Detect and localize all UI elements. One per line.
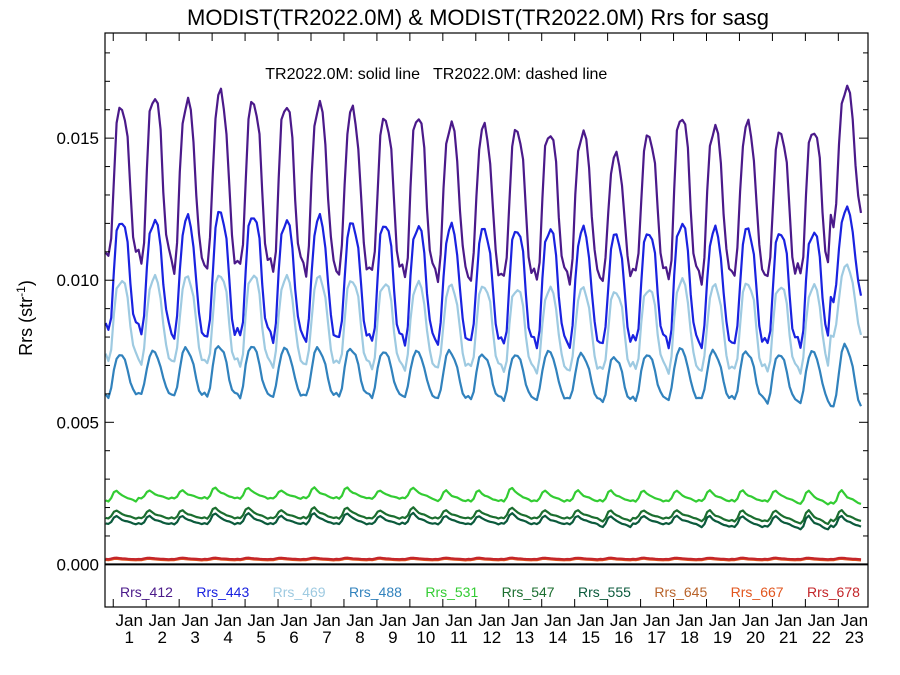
x-tick-month: Jan	[643, 611, 670, 630]
x-tick-year: 15	[581, 628, 600, 647]
x-tick-year: 14	[548, 628, 567, 647]
x-tick-year: 18	[680, 628, 699, 647]
x-tick-month: Jan	[148, 611, 175, 630]
legend: Rrs_412 Rrs_443 Rrs_469 Rrs_488 Rrs_531 Rrs_5…	[120, 584, 860, 600]
y-tick-label: 0.000	[56, 555, 99, 574]
x-tick-month: Jan	[742, 611, 769, 630]
x-tick-month: Jan	[116, 611, 143, 630]
series-line-rrs-547	[105, 506, 862, 526]
x-tick-year: 12	[482, 628, 501, 647]
x-tick-year: 6	[289, 628, 298, 647]
legend-label-rrs-555: Rrs_555	[578, 584, 631, 600]
y-axis-label-superscript: -1	[14, 286, 28, 297]
x-tick-month: Jan	[445, 611, 472, 630]
x-tick-year: 5	[256, 628, 265, 647]
x-tick-year: 16	[614, 628, 633, 647]
y-axis-label-close: )	[16, 280, 36, 286]
x-tick-month: Jan	[214, 611, 241, 630]
y-tick-label: 0.010	[56, 271, 99, 290]
x-tick-month: Jan	[808, 611, 835, 630]
x-tick-year: 2	[157, 628, 166, 647]
subtitle-solid-line: TR2022.0M: solid line	[265, 66, 420, 83]
x-tick-month: Jan	[346, 611, 373, 630]
x-tick-month: Jan	[676, 611, 703, 630]
legend-label-rrs-547: Rrs_547	[502, 584, 555, 600]
x-tick-month: Jan	[412, 611, 439, 630]
legend-label-rrs-531: Rrs_531	[425, 584, 478, 600]
x-axis: Jan1Jan2Jan3Jan4Jan5Jan6Jan7Jan8Jan9Jan1…	[112, 33, 868, 647]
plot-frame	[104, 32, 869, 608]
x-tick-month: Jan	[313, 611, 340, 630]
legend-label-rrs-488: Rrs_488	[349, 584, 402, 600]
x-tick-year: 20	[746, 628, 765, 647]
x-tick-year: 9	[388, 628, 397, 647]
subtitle-dashed-line: TR2022.0M: dashed line	[433, 66, 607, 83]
x-tick-month: Jan	[181, 611, 208, 630]
x-tick-year: 21	[779, 628, 798, 647]
x-tick-month: Jan	[775, 611, 802, 630]
x-tick-month: Jan	[841, 611, 868, 630]
y-axis-label-text: Rrs (str	[16, 297, 36, 356]
x-tick-year: 1	[125, 628, 134, 647]
x-tick-year: 4	[223, 628, 232, 647]
x-tick-month: Jan	[709, 611, 736, 630]
series-line-rrs-412	[105, 84, 863, 286]
y-tick-label: 0.005	[56, 413, 99, 432]
series-line-rrs-488	[105, 342, 863, 408]
legend-label-rrs-678: Rrs_678	[807, 584, 860, 600]
x-tick-month: Jan	[577, 611, 604, 630]
chart-title: MODIST(TR2022.0M) & MODIST(TR2022.0M) Rr…	[187, 5, 769, 30]
x-tick-year: 3	[190, 628, 199, 647]
series-line-rrs-531	[105, 486, 862, 506]
x-tick-month: Jan	[379, 611, 406, 630]
x-tick-month: Jan	[511, 611, 538, 630]
x-tick-year: 22	[812, 628, 831, 647]
series-line-rrs-443	[105, 205, 863, 350]
legend-label-rrs-667: Rrs_667	[731, 584, 784, 600]
legend-label-rrs-645: Rrs_645	[654, 584, 707, 600]
x-tick-month: Jan	[280, 611, 307, 630]
x-tick-year: 23	[845, 628, 864, 647]
legend-label-rrs-412: Rrs_412	[120, 584, 173, 600]
x-tick-year: 17	[647, 628, 666, 647]
y-axis: 0.000 0.005 0.010 0.015	[56, 52, 868, 574]
x-tick-year: 8	[355, 628, 364, 647]
x-tick-year: 13	[515, 628, 534, 647]
series-layer	[105, 84, 863, 562]
legend-label-rrs-469: Rrs_469	[273, 584, 326, 600]
x-tick-month: Jan	[247, 611, 274, 630]
x-tick-year: 7	[322, 628, 331, 647]
legend-label-rrs-443: Rrs_443	[196, 584, 249, 600]
y-tick-label: 0.015	[56, 129, 99, 148]
x-tick-year: 11	[450, 628, 468, 647]
series-line-rrs-678	[105, 556, 862, 561]
x-tick-month: Jan	[478, 611, 505, 630]
series-line-rrs-555	[105, 511, 862, 531]
series-line-rrs-469	[105, 263, 863, 375]
x-tick-month: Jan	[544, 611, 571, 630]
y-axis-label: Rrs (str-1)	[14, 280, 36, 356]
x-tick-month: Jan	[610, 611, 637, 630]
x-tick-year: 10	[416, 628, 435, 647]
x-tick-year: 19	[713, 628, 732, 647]
